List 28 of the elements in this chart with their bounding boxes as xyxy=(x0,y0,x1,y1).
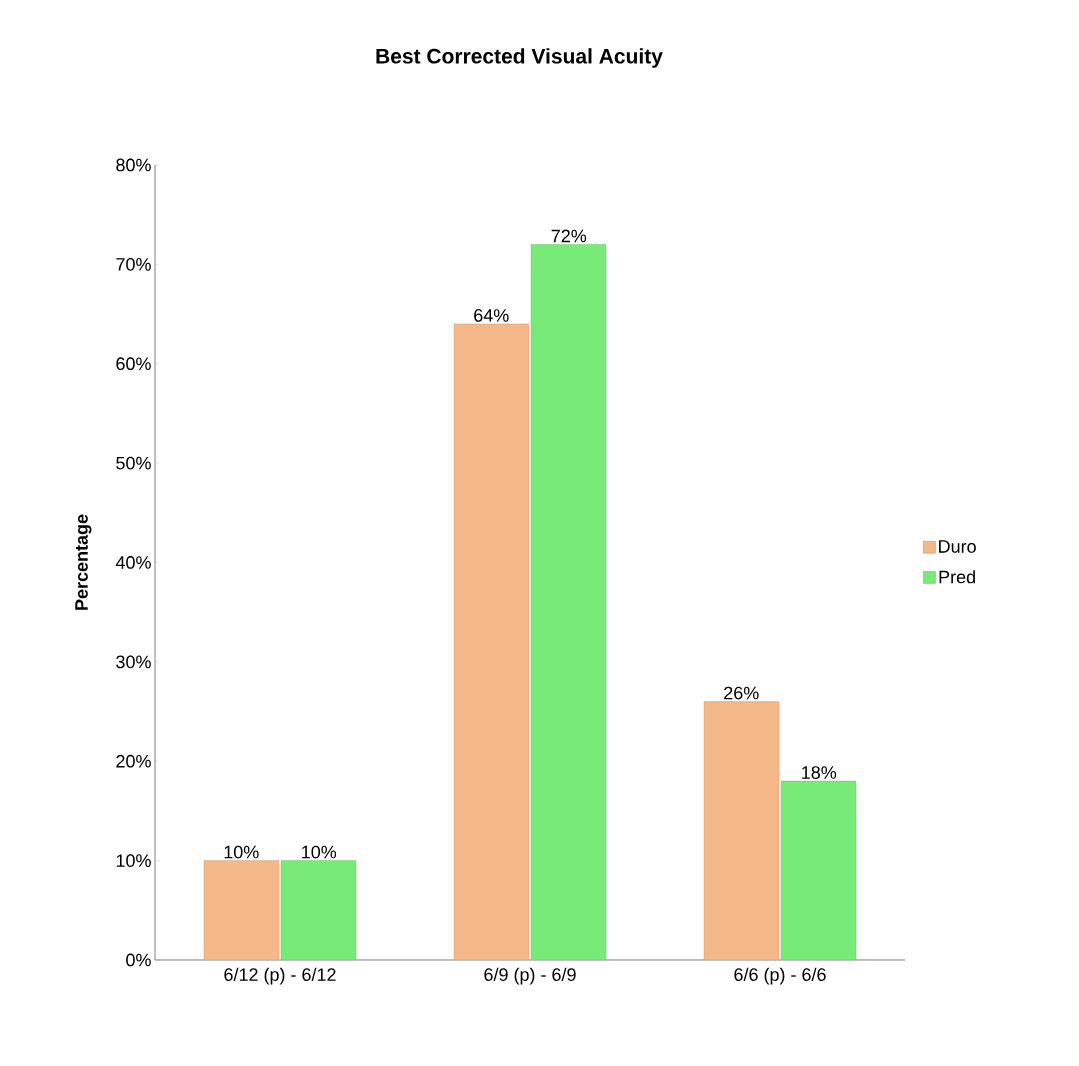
y-axis-title: Percentage xyxy=(75,514,92,610)
y-tick-label: 30% xyxy=(116,655,151,669)
bar xyxy=(453,323,530,960)
legend-label: Duro xyxy=(939,540,976,553)
y-tick-label: 50% xyxy=(116,456,151,470)
data-label: 10% xyxy=(302,845,337,859)
y-tick-label: 40% xyxy=(115,556,151,569)
y-tick-label: 70% xyxy=(116,257,151,271)
y-tick-label: 10% xyxy=(116,854,151,867)
chart-title: Best Corrected Visual Acuity xyxy=(376,48,663,68)
x-tick-label: 6/9 (p) - 6/9 xyxy=(484,967,576,985)
bar xyxy=(780,780,857,960)
data-label: 72% xyxy=(551,229,587,243)
x-tick-label: 6/12 (p) - 6/12 xyxy=(224,967,336,985)
x-tick-label: 6/6 (p) - 6/6 xyxy=(734,967,826,985)
bar xyxy=(530,244,607,960)
bar xyxy=(703,701,780,960)
bar xyxy=(203,860,280,960)
bar xyxy=(280,860,357,960)
y-tick-label: 80% xyxy=(116,158,151,172)
legend-label: Pred xyxy=(939,570,975,584)
data-label: 10% xyxy=(224,845,259,859)
data-label: 64% xyxy=(474,309,509,322)
y-tick-label: 60% xyxy=(116,357,151,371)
y-tick-label: 0% xyxy=(126,953,151,967)
data-label: 26% xyxy=(724,686,759,700)
data-label: 18% xyxy=(802,766,837,779)
y-tick-label: 20% xyxy=(116,754,151,768)
